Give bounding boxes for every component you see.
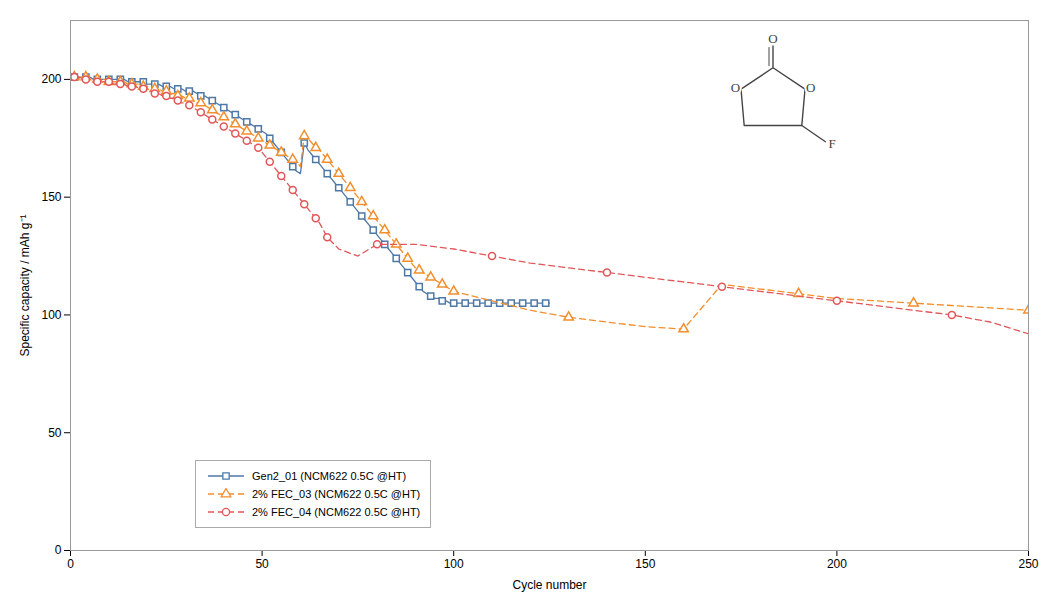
html-text:Gen2_01 (NCM622 0.5C @HT): Gen2_01 (NCM622 0.5C @HT) [252, 470, 407, 482]
svg-text:Cycle number: Cycle number [512, 578, 586, 592]
svg-text:250: 250 [1018, 557, 1038, 571]
svg-text:O: O [768, 31, 777, 46]
svg-text:50: 50 [255, 557, 269, 571]
html-text:2% FEC_03 (NCM622 0.5C @HT): 2% FEC_03 (NCM622 0.5C @HT) [252, 488, 421, 500]
svg-text:O: O [806, 80, 815, 95]
svg-text:Specific capacity / mAh g⁻¹: Specific capacity / mAh g⁻¹ [18, 214, 32, 356]
svg-text:O: O [731, 80, 740, 95]
svg-text:150: 150 [635, 557, 655, 571]
html-text:2% FEC_04 (NCM622 0.5C @HT): 2% FEC_04 (NCM622 0.5C @HT) [252, 506, 421, 518]
svg-text:0: 0 [55, 543, 62, 557]
svg-text:200: 200 [41, 72, 61, 86]
svg-text:100: 100 [444, 557, 464, 571]
svg-text:100: 100 [41, 308, 61, 322]
svg-text:F: F [829, 136, 836, 151]
svg-text:0: 0 [67, 557, 74, 571]
svg-text:150: 150 [41, 190, 61, 204]
svg-text:50: 50 [48, 426, 62, 440]
svg-text:200: 200 [827, 557, 847, 571]
